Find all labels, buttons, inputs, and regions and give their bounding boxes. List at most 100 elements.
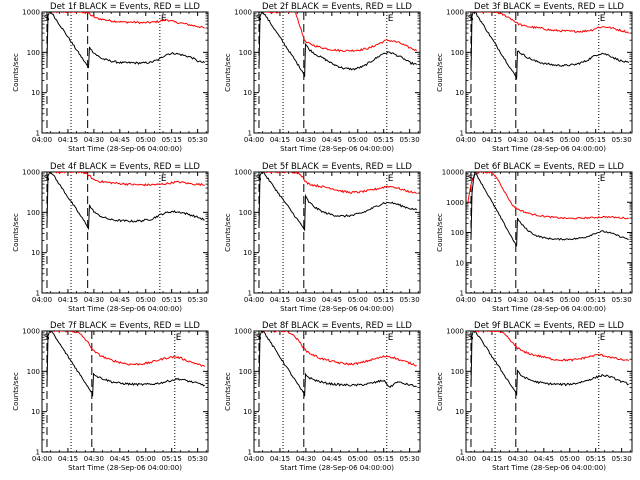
events-series-line	[46, 331, 205, 397]
plot-frame	[253, 330, 421, 453]
x-axis-label: Start Time (28-Sep-06 04:00:00)	[68, 464, 182, 472]
x-tick-label: 05:00	[348, 136, 368, 144]
x-tick-label: 05:00	[560, 296, 580, 304]
x-tick-label: 04:45	[110, 296, 130, 304]
x-tick-label: 04:30	[508, 455, 528, 463]
x-axis-label: Start Time (28-Sep-06 04:00:00)	[68, 145, 182, 153]
x-tick-label: 05:15	[162, 136, 182, 144]
x-tick-label: 04:45	[110, 455, 130, 463]
y-tick-label: 10000	[442, 169, 464, 177]
chart-panel-4: Det 4f BLACK = Events, RED = LLD 1 10 100 10…	[12, 162, 209, 313]
x-tick-label: 04:00	[32, 136, 52, 144]
y-tick-label: 10	[31, 89, 40, 97]
x-tick-label: 04:15	[58, 455, 78, 463]
x-tick-label: 05:15	[374, 296, 394, 304]
time-marker-label: S	[468, 333, 474, 343]
lld-series-line	[262, 12, 418, 53]
x-tick-label: 05:30	[400, 455, 420, 463]
panel-title: Det 4f BLACK = Events, RED = LLD	[50, 162, 200, 172]
panel-title: Det 8f BLACK = Events, RED = LLD	[262, 321, 412, 331]
time-marker-label: E	[161, 174, 167, 184]
x-tick-label: 05:00	[136, 296, 156, 304]
y-tick-label: 1000	[22, 169, 40, 177]
time-marker-label: E	[388, 333, 394, 343]
y-axis-label: Counts/sec	[224, 53, 232, 92]
events-series-line	[46, 172, 205, 231]
x-tick-label: 04:15	[58, 136, 78, 144]
y-tick-label: 10	[455, 259, 464, 267]
time-marker-label: S	[44, 174, 50, 184]
y-tick-label: 1	[460, 449, 464, 457]
x-tick-label: 05:30	[400, 296, 420, 304]
y-tick-label: 1	[36, 290, 40, 298]
events-series-line	[258, 172, 418, 232]
y-tick-label: 1000	[22, 328, 40, 336]
y-tick-label: 1	[460, 130, 464, 138]
y-tick-label: 1	[36, 130, 40, 138]
y-tick-label: 100	[27, 209, 40, 217]
x-axis-label: Start Time (28-Sep-06 04:00:00)	[492, 305, 606, 313]
x-tick-label: 04:15	[58, 296, 78, 304]
events-series-line	[258, 331, 417, 397]
x-tick-label: 04:45	[534, 296, 554, 304]
panel-title: Det 6f BLACK = Events, RED = LLD	[474, 162, 624, 172]
x-tick-label: 05:15	[162, 455, 182, 463]
time-marker-label: E	[388, 14, 394, 24]
y-tick-label: 10	[455, 408, 464, 416]
x-tick-label: 04:30	[296, 136, 316, 144]
events-series-line	[258, 12, 418, 78]
time-marker-label: S	[44, 333, 50, 343]
y-tick-label: 100	[27, 368, 40, 376]
x-tick-label: 04:45	[322, 455, 342, 463]
chart-panel-7: Det 7f BLACK = Events, RED = LLD 1 10 100 10…	[12, 321, 209, 472]
time-marker-label: S	[468, 14, 474, 24]
x-tick-label: 05:30	[188, 296, 208, 304]
y-tick-label: 1000	[446, 199, 464, 207]
x-tick-label: 04:30	[508, 296, 528, 304]
y-tick-label: 10	[31, 408, 40, 416]
plot-frame	[41, 330, 209, 453]
y-tick-label: 1	[248, 449, 252, 457]
y-tick-label: 100	[239, 368, 252, 376]
x-tick-label: 05:00	[348, 455, 368, 463]
y-axis-label: Counts/sec	[224, 213, 232, 252]
time-marker-label: S	[468, 174, 474, 184]
chart-panel-5: Det 5f BLACK = Events, RED = LLD 1 10 100 10…	[224, 162, 421, 313]
x-tick-label: 04:30	[296, 296, 316, 304]
y-axis-label: Counts/sec	[436, 372, 444, 411]
x-axis-label: Start Time (28-Sep-06 04:00:00)	[280, 305, 394, 313]
y-tick-label: 10	[31, 249, 40, 257]
x-tick-label: 04:45	[534, 455, 554, 463]
plot-frame	[465, 330, 633, 453]
chart-panel-2: Det 2f BLACK = Events, RED = LLD 1 10 100 10…	[224, 2, 421, 153]
x-axis-label: Start Time (28-Sep-06 04:00:00)	[492, 145, 606, 153]
panel-title: Det 3f BLACK = Events, RED = LLD	[474, 2, 624, 12]
y-tick-label: 100	[27, 49, 40, 57]
y-tick-label: 100	[451, 229, 464, 237]
y-axis-label: Counts/sec	[436, 53, 444, 92]
lld-series-line	[50, 12, 205, 29]
y-tick-label: 1	[248, 130, 252, 138]
x-tick-label: 05:00	[560, 136, 580, 144]
y-axis-label: Counts/sec	[224, 372, 232, 411]
lld-series-line	[262, 172, 418, 195]
lld-series-line	[262, 331, 417, 367]
y-tick-label: 10	[243, 89, 252, 97]
x-tick-label: 04:30	[84, 455, 104, 463]
x-tick-label: 05:30	[612, 136, 632, 144]
x-tick-label: 04:30	[508, 136, 528, 144]
time-marker-label: S	[256, 333, 262, 343]
x-tick-label: 04:00	[456, 296, 476, 304]
y-tick-label: 1000	[234, 169, 252, 177]
y-tick-label: 1000	[446, 9, 464, 17]
y-tick-label: 1000	[446, 328, 464, 336]
y-axis-label: Counts/sec	[12, 53, 20, 92]
y-axis-label: Counts/sec	[12, 372, 20, 411]
x-tick-label: 04:00	[244, 455, 264, 463]
x-tick-label: 04:15	[482, 136, 502, 144]
y-tick-label: 1000	[234, 9, 252, 17]
x-axis-label: Start Time (28-Sep-06 04:00:00)	[280, 464, 394, 472]
lld-series-line	[474, 331, 630, 362]
x-tick-label: 04:00	[456, 455, 476, 463]
x-tick-label: 04:15	[270, 455, 290, 463]
